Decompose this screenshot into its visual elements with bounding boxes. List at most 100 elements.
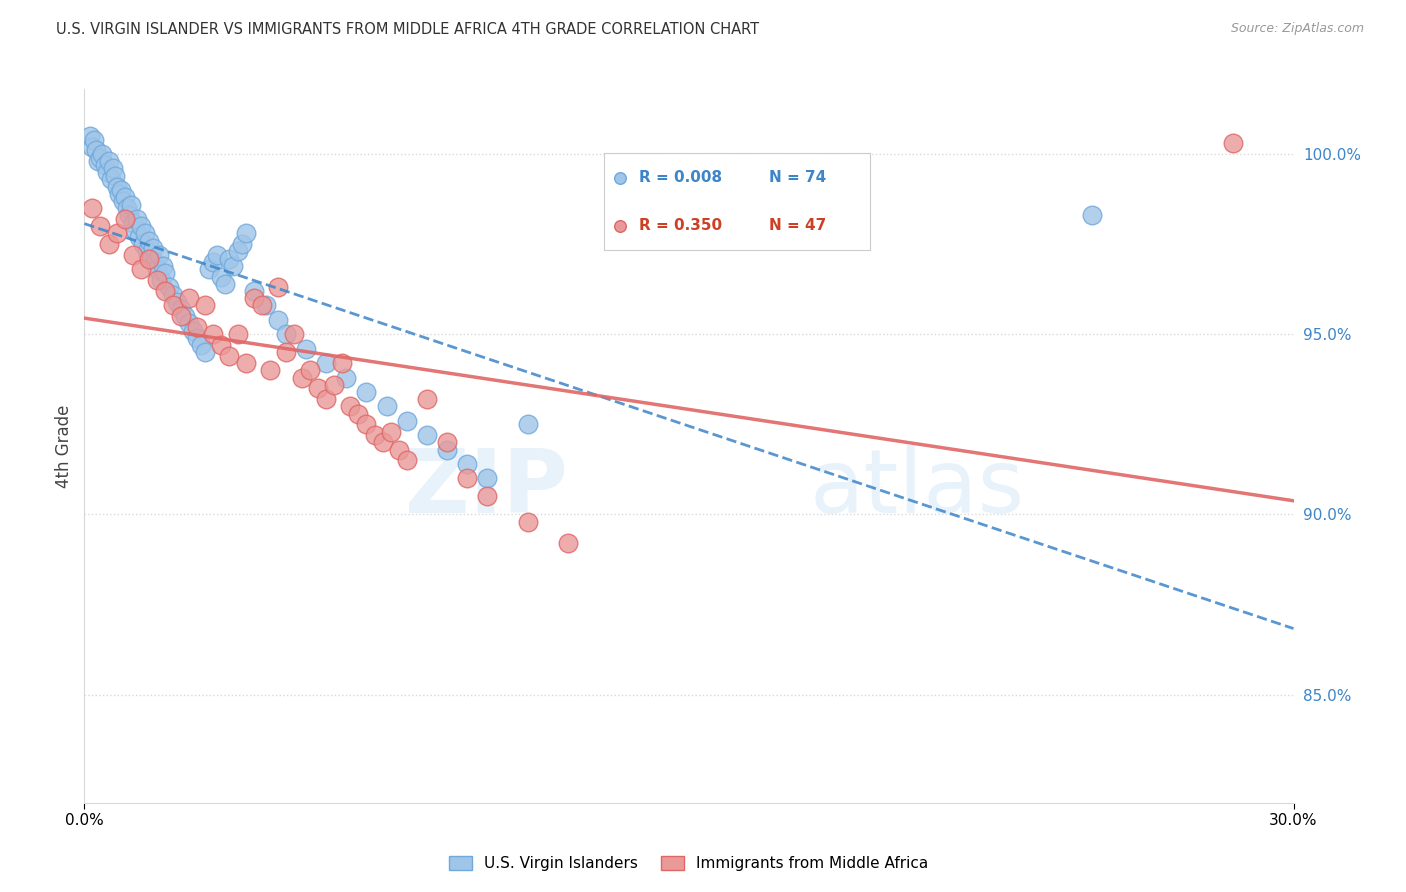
Point	[250, 298, 273, 312]
Point	[274, 327, 297, 342]
Point	[153, 266, 176, 280]
Point	[363, 428, 385, 442]
Point	[124, 223, 146, 237]
Text: U.S. VIRGIN ISLANDER VS IMMIGRANTS FROM MIDDLE AFRICA 4TH GRADE CORRELATION CHAR: U.S. VIRGIN ISLANDER VS IMMIGRANTS FROM …	[56, 22, 759, 37]
Point	[477, 471, 499, 485]
Point	[115, 201, 138, 215]
Point	[83, 133, 105, 147]
Point	[315, 392, 337, 406]
Point	[1222, 136, 1244, 151]
Point	[162, 298, 184, 312]
Point	[516, 417, 538, 432]
Text: atlas: atlas	[810, 445, 1025, 533]
Point	[218, 252, 240, 266]
Point	[456, 457, 478, 471]
Point	[371, 435, 394, 450]
Point	[87, 154, 110, 169]
Point	[121, 248, 143, 262]
Point	[120, 197, 142, 211]
Point	[186, 320, 208, 334]
Point	[142, 241, 165, 255]
Point	[395, 414, 418, 428]
Point	[315, 356, 337, 370]
Point	[97, 237, 120, 252]
Point	[330, 356, 353, 370]
Point	[218, 349, 240, 363]
Point	[231, 237, 253, 252]
Point	[138, 252, 160, 266]
Point	[274, 345, 297, 359]
Point	[339, 400, 361, 414]
Point	[110, 183, 132, 197]
Point	[114, 211, 136, 226]
Point	[138, 234, 160, 248]
Point	[516, 515, 538, 529]
Point	[170, 301, 193, 316]
Point	[291, 370, 314, 384]
Point	[129, 262, 152, 277]
Point	[104, 169, 127, 183]
Point	[132, 237, 155, 252]
Point	[179, 317, 201, 331]
Point	[139, 252, 162, 266]
Point	[242, 291, 264, 305]
Point	[89, 151, 111, 165]
Point	[226, 244, 249, 259]
Point	[375, 400, 398, 414]
Point	[307, 381, 329, 395]
Point	[207, 248, 229, 262]
Point	[148, 248, 170, 262]
Point	[267, 313, 290, 327]
Point	[222, 259, 245, 273]
Point	[162, 287, 184, 301]
Point	[299, 363, 322, 377]
Point	[125, 211, 148, 226]
Y-axis label: 4th Grade: 4th Grade	[55, 404, 73, 488]
Point	[267, 280, 290, 294]
Point	[186, 331, 208, 345]
Point	[105, 227, 128, 241]
Point	[153, 284, 176, 298]
Point	[242, 284, 264, 298]
Point	[143, 255, 166, 269]
Legend: U.S. Virgin Islanders, Immigrants from Middle Africa: U.S. Virgin Islanders, Immigrants from M…	[443, 850, 935, 877]
Point	[105, 179, 128, 194]
Point	[129, 219, 152, 234]
Point	[111, 194, 134, 208]
Point	[436, 442, 458, 457]
Point	[436, 435, 458, 450]
Point	[170, 310, 193, 324]
Point	[194, 345, 217, 359]
Point	[209, 269, 232, 284]
Point	[100, 172, 122, 186]
Point	[86, 144, 108, 158]
Point	[96, 165, 118, 179]
Point	[89, 219, 111, 234]
Point	[101, 161, 124, 176]
Point	[388, 442, 411, 457]
Point	[295, 342, 318, 356]
Point	[235, 227, 257, 241]
Point	[347, 407, 370, 421]
Point	[226, 327, 249, 342]
Text: ZIP: ZIP	[405, 445, 568, 533]
Point	[82, 140, 104, 154]
Point	[190, 338, 212, 352]
Point	[146, 273, 169, 287]
Point	[107, 186, 129, 201]
Point	[456, 471, 478, 485]
Point	[395, 453, 418, 467]
Point	[209, 338, 232, 352]
Point	[198, 262, 221, 277]
Point	[179, 291, 201, 305]
Point	[114, 190, 136, 204]
Point	[93, 158, 115, 172]
Point	[254, 298, 277, 312]
Point	[416, 392, 439, 406]
Point	[149, 273, 172, 287]
Point	[121, 215, 143, 229]
Point	[79, 129, 101, 144]
Point	[128, 230, 150, 244]
Point	[356, 417, 378, 432]
Point	[202, 255, 225, 269]
